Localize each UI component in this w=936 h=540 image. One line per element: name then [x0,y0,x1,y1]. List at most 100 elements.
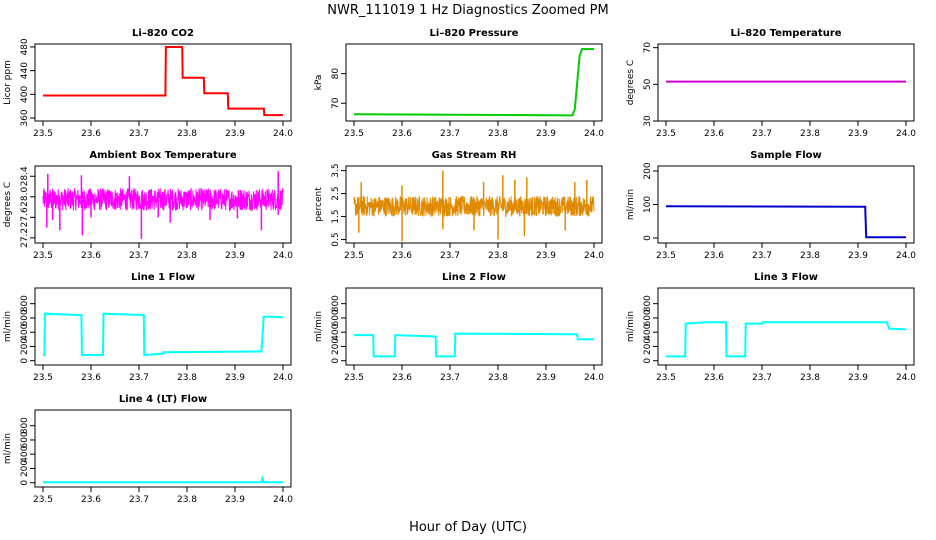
y-tick-label: 800 [331,295,341,312]
x-tick-label: 23.7 [129,129,149,139]
x-tick-label: 23.8 [177,251,197,261]
series-line [43,312,284,357]
plot-frame [34,43,292,122]
x-tick-label: 23.5 [33,129,53,139]
y-tick-label: 100 [643,196,653,213]
x-tick-label: 23.5 [344,129,364,139]
panel-title: Line 4 (LT) Flow [119,394,207,405]
y-tick-label: 28.4 [20,166,30,186]
x-tick-label: 23.8 [800,251,820,261]
x-tick-label: 23.6 [392,129,412,139]
x-tick-label: 23.6 [81,495,101,505]
series-line [43,475,283,484]
panel-title: Li–820 CO2 [132,28,194,39]
x-tick-label: 23.6 [81,373,101,383]
y-tick-label: 70 [643,42,653,54]
x-tick-label: 23.9 [848,251,868,261]
x-tick-label: 23.9 [225,495,245,505]
x-tick-label: 23.6 [704,129,724,139]
panel-1: Li–820 CO2 23.5 23.6 23.7 23.8 23.9 24.0 360 400… [3,28,293,139]
y-tick-label: 0 [643,358,653,364]
x-tick-label: 23.9 [225,251,245,261]
panel-title: Li–820 Pressure [430,28,519,39]
x-tick-label: 23.8 [177,495,197,505]
y-axis-label: ml/min [314,311,324,342]
y-tick-label: 400 [20,445,30,462]
y-tick-label: 27.2 [20,228,30,248]
x-tick-label: 23.9 [225,129,245,139]
y-tick-label: 28.0 [20,187,30,207]
plot-frame [34,409,292,488]
x-tick-label: 23.8 [800,373,820,383]
x-tick-label: 24.0 [896,129,916,139]
y-axis-label: ml/min [3,433,13,464]
y-axis-label: degrees C [3,182,13,227]
x-tick-label: 23.7 [752,373,772,383]
series-line [666,321,907,358]
panel-title: Gas Stream RH [432,150,517,161]
x-tick-label: 23.6 [704,373,724,383]
x-tick-label: 23.9 [225,373,245,383]
x-tick-label: 23.6 [81,251,101,261]
panel-9: Line 3 Flow 23.5 23.6 23.7 23.8 23.9 24.0 0 2004… [626,272,916,383]
x-tick-label: 23.7 [440,251,460,261]
panel-10: Line 4 (LT) Flow 23.5 23.6 23.7 23.8 23.9 24.0… [3,394,293,505]
plot-frame [345,43,603,122]
panel-7: Line 1 Flow 23.5 23.6 23.7 23.8 23.9 24.0 0 2004… [3,272,293,383]
x-tick-label: 23.5 [33,495,53,505]
series-line [353,194,595,218]
y-tick-label: 50 [643,78,653,90]
x-tick-label: 23.7 [129,373,149,383]
panel-title: Line 1 Flow [131,272,195,283]
panel-title: Li–820 Temperature [730,28,841,39]
y-axis-label: ml/min [626,189,636,220]
panel-title: Ambient Box Temperature [89,150,236,161]
x-tick-label: 24.0 [273,251,293,261]
y-axis-label: degrees C [626,60,636,105]
y-tick-label: 600 [20,431,30,448]
x-tick-label: 23.9 [848,373,868,383]
x-tick-label: 23.7 [440,129,460,139]
plot-frame [657,43,915,122]
panel-2: Li–820 Pressure 23.5 23.6 23.7 23.8 23.9 24.0 7… [314,28,604,139]
x-tick-label: 23.7 [129,495,149,505]
series-line [43,46,283,117]
series-line [354,332,594,358]
x-tick-label: 24.0 [273,495,293,505]
y-tick-label: 600 [20,309,30,326]
panel-3: Li–820 Temperature 23.5 23.6 23.7 23.8 23.9 24… [626,28,916,139]
y-tick-label: 2.5 [331,186,341,200]
y-tick-label: 400 [643,323,653,340]
series-line [665,205,906,239]
x-tick-label: 23.7 [752,129,772,139]
y-tick-label: 80 [331,68,341,80]
plot-frame [657,287,915,366]
panel-title: Line 2 Flow [442,272,506,283]
y-tick-label: 200 [331,338,341,355]
x-tick-label: 24.0 [896,251,916,261]
x-tick-label: 23.5 [656,129,676,139]
x-tick-label: 23.8 [800,129,820,139]
x-tick-label: 24.0 [273,129,293,139]
y-tick-label: 600 [643,309,653,326]
y-tick-label: 400 [20,323,30,340]
y-tick-label: 440 [20,62,30,79]
plot-frame [345,165,603,244]
y-tick-label: 800 [643,295,653,312]
x-tick-label: 24.0 [584,251,604,261]
panel-title: Sample Flow [750,150,822,161]
x-tick-label: 23.9 [848,129,868,139]
x-tick-label: 24.0 [584,129,604,139]
x-tick-label: 23.5 [33,373,53,383]
y-tick-label: 800 [20,417,30,434]
y-tick-label: 70 [331,97,341,109]
y-tick-label: 200 [20,460,30,477]
panel-6: Sample Flow 23.5 23.6 23.7 23.8 23.9 24.0 0 100 2… [626,150,916,261]
y-tick-label: 360 [20,109,30,126]
x-tick-label: 23.6 [392,251,412,261]
x-tick-label: 23.6 [704,251,724,261]
x-tick-label: 23.5 [33,251,53,261]
y-tick-label: 600 [331,309,341,326]
x-tick-label: 23.7 [440,373,460,383]
x-tick-label: 23.9 [536,373,556,383]
